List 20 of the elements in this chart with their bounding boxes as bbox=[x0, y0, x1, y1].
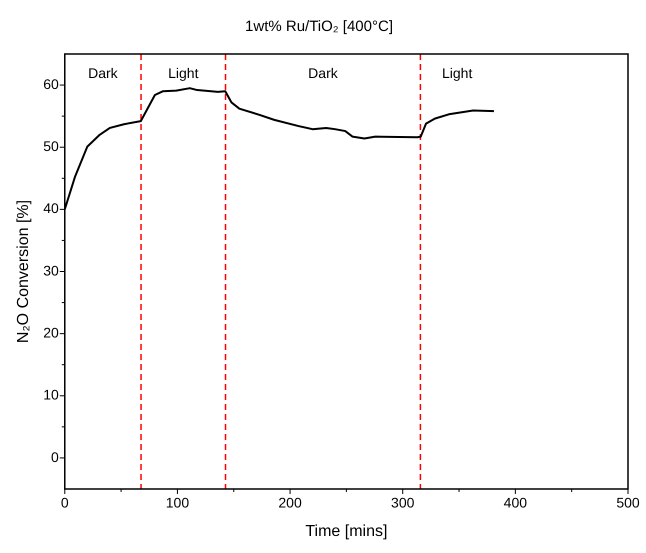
y-tick-label: 20 bbox=[43, 324, 59, 340]
x-tick-label: 300 bbox=[391, 494, 415, 510]
x-tick-label: 0 bbox=[60, 494, 69, 510]
x-tick-label: 500 bbox=[616, 494, 640, 510]
x-tick-label: 100 bbox=[166, 494, 190, 510]
y-tick-label: 40 bbox=[43, 200, 59, 216]
annotation: Light bbox=[442, 64, 472, 81]
y-axis-title: N₂O Conversion [%] bbox=[15, 200, 32, 344]
y-tick-label: 30 bbox=[43, 262, 59, 278]
x-axis-title: Time [mins] bbox=[305, 522, 388, 540]
y-tick-label: 10 bbox=[43, 386, 59, 403]
annotation: Dark bbox=[88, 64, 119, 81]
annotation: Dark bbox=[308, 64, 339, 81]
annotation: Light bbox=[168, 64, 199, 81]
y-tick-label: 0 bbox=[50, 448, 59, 465]
x-tick-label: 200 bbox=[278, 494, 302, 510]
y-tick-label: 50 bbox=[43, 138, 59, 154]
x-tick-label: 400 bbox=[504, 494, 528, 510]
y-tick-label: 60 bbox=[43, 76, 59, 92]
chart-title: 1wt% Ru/TiO₂ [400°C] bbox=[245, 18, 393, 36]
